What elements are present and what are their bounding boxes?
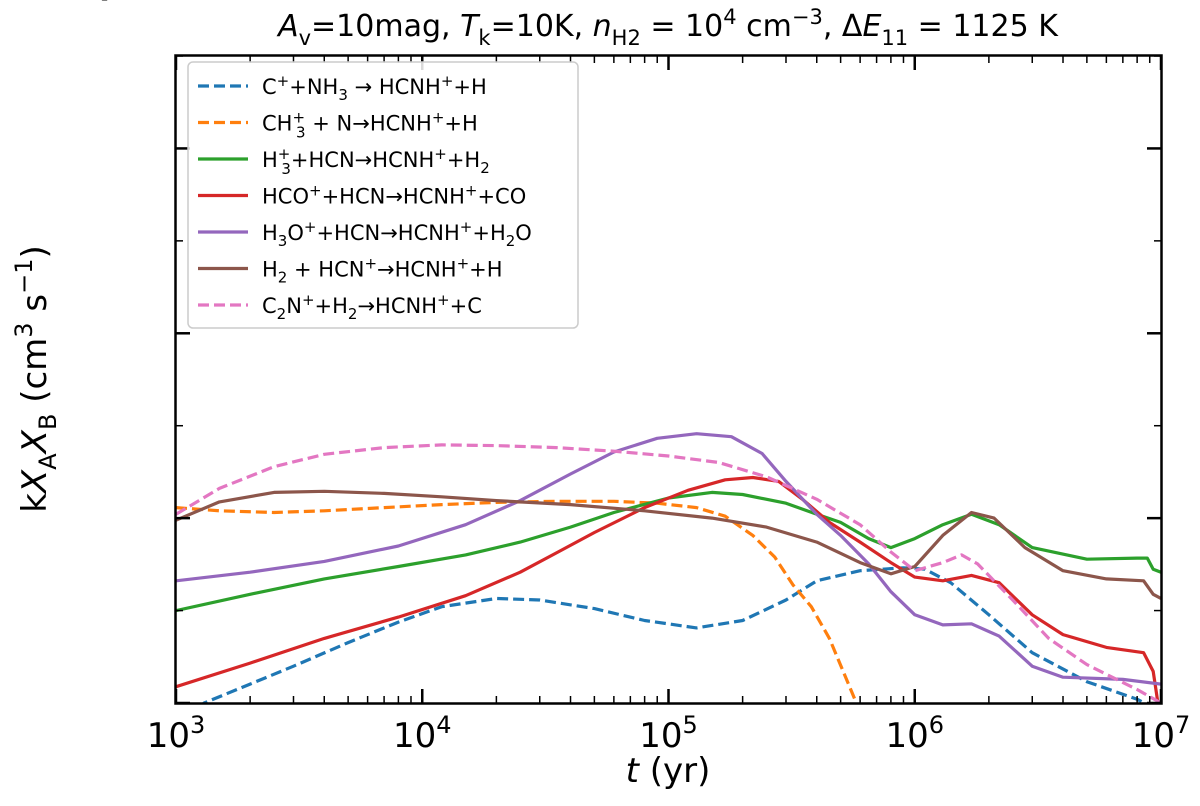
y-tick-label: 10−21​ (72, 0, 166, 9)
plot-frame (174, 54, 1163, 705)
legend-label-2: CH+3​ + N→HCNH+​+H (262, 109, 478, 142)
y-tick-label: 10−25​ (72, 0, 166, 9)
y-tick-label: 10−23​ (72, 0, 166, 9)
series-line-7 (176, 443, 1161, 703)
legend-box (187, 61, 579, 329)
legend-label-6: H2​ + HCN+​→HCNH+​+H (262, 255, 503, 287)
y-axis-label: kXA​XB​ (cm3​ s−1​) (10, 245, 62, 513)
series-line-5 (176, 432, 1161, 686)
legend-label-3: H+3​+HCN→HCNH+​+H2​ (262, 145, 490, 178)
x-axis-label: t (yr) (626, 751, 711, 791)
y-tick-label: 10−19​ (72, 0, 166, 9)
x-tick-label: 107​ (1132, 711, 1191, 756)
series-line-2 (176, 499, 859, 703)
series-layer (176, 432, 1161, 703)
x-tick-label: 103​ (147, 711, 206, 756)
legend-label-5: H3​O+​+HCN→HCNH+​+H2​O (262, 218, 532, 250)
series-line-6 (176, 489, 1161, 600)
x-tick-label: 104​ (393, 711, 452, 756)
legend-label-7: C2​N+​+H2​→HCNH+​+C (262, 291, 482, 323)
legend-label-4: HCO+​+HCN→HCNH+​+CO (262, 182, 526, 209)
ticks-layer: 103​ 104​ 105​ 106​ 107​ 10−25​10−23​10−21​10… (72, 0, 1190, 756)
x-tick-label: 105​ (639, 711, 698, 756)
legend-label-1: C+​+NH3​ → HCNH+​+H (262, 72, 487, 104)
legend: C+​+NH3​ → HCNH+​+H CH+3​ + N→HCNH+​+HH+3… (187, 61, 579, 329)
series-line-1 (201, 566, 1148, 703)
series-line-3 (176, 490, 1161, 613)
x-tick-label: 106​ (885, 711, 944, 756)
chart-title: Av​=10mag, Tk​=10K, nH2​ = 104​ cm−3​, Δ… (276, 5, 1059, 50)
